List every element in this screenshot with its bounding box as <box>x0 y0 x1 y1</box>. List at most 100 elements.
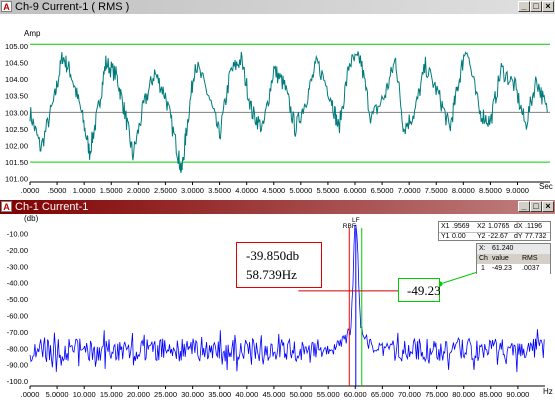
bottom-y-tick-label: -10.00 <box>7 229 28 238</box>
bottom-x-tick-label: 45.000 <box>262 390 285 399</box>
bottom-y-tick-label: -90.00 <box>7 361 28 370</box>
bottom-chart-window[interactable]: A Ch-1 Current-1 _ □ × (db) Hz -10.00 -20… <box>0 200 555 400</box>
dy-value: 77.732 <box>525 233 547 240</box>
top-x-tick-label: 8.0000 <box>452 186 475 195</box>
y2-value: -22.67 <box>488 233 508 240</box>
table-x-value: 61.240 <box>492 245 514 252</box>
bottom-window-title: Ch-1 Current-1 <box>15 201 89 213</box>
bottom-spectrum-chart[interactable]: (db) Hz -10.00 -20.00 -30.00 -40.00 -50.00 -6… <box>0 214 555 400</box>
cursor-value-table[interactable]: X: 61.240 Ch value RMS 1 -49.23 .0037 <box>476 243 551 274</box>
table-cell-value: -49.23 <box>492 265 512 272</box>
dx-label: dX <box>514 223 523 230</box>
top-x-tick-label: 4.0000 <box>235 186 258 195</box>
bottom-y-tick-label: -50.00 <box>7 295 28 304</box>
bottom-x-tick-label: 5.0000 <box>46 390 69 399</box>
bottom-x-tick-label: 85.000 <box>479 390 502 399</box>
app-icon[interactable]: A <box>1 201 12 212</box>
top-x-tick-label: .5000 <box>48 186 67 195</box>
bottom-x-tick-label: 80.000 <box>452 390 475 399</box>
bottom-x-axis-label: Hz <box>543 387 553 396</box>
bottom-x-tick-label: 90.000 <box>506 390 529 399</box>
top-y-tick-label: 104.50 <box>5 59 28 68</box>
annotation-hz-value: 58.739Hz <box>246 267 297 282</box>
top-window-title: Ch-9 Current-1 ( RMS ) <box>15 1 130 13</box>
table-header-ch: Ch <box>479 255 488 262</box>
y1-label: Y1 <box>441 233 450 240</box>
maximize-button[interactable]: □ <box>530 1 542 12</box>
top-x-tick-label: 7.5000 <box>425 186 448 195</box>
bottom-y-tick-label: -70.00 <box>7 328 28 337</box>
top-x-tick-label: .0000 <box>21 186 40 195</box>
peak-annotation-box: -39.850db 58.739Hz <box>236 242 322 288</box>
top-x-tick-label: 7.0000 <box>398 186 421 195</box>
top-rms-chart[interactable]: Amp Sec 105.00 104.50 104.00 103.50 103.00 10… <box>0 14 555 200</box>
app-icon[interactable]: A <box>1 1 12 12</box>
dx-value: .1196 <box>525 223 542 230</box>
x1-label: X1 <box>441 223 450 230</box>
top-x-tick-label: 3.5000 <box>208 186 231 195</box>
bottom-x-tick-label: 20.000 <box>127 390 150 399</box>
bottom-y-tick-label: -80.00 <box>7 344 28 353</box>
table-cell-ch: 1 <box>481 265 485 272</box>
top-x-tick-label: 3.0000 <box>181 186 204 195</box>
top-y-tick-label: 103.00 <box>5 108 28 117</box>
top-window-titlebar[interactable]: A Ch-9 Current-1 ( RMS ) _ □ × <box>0 0 555 14</box>
top-x-tick-label: 1.0000 <box>73 186 96 195</box>
top-y-tick-label: 102.00 <box>5 142 28 151</box>
bottom-x-tick-label: 10.000 <box>73 390 96 399</box>
table-header-rms: RMS <box>522 255 538 262</box>
bottom-x-tick-label: 60.000 <box>344 390 367 399</box>
y2-label: Y2 <box>477 233 486 240</box>
bottom-y-tick-label: -60.00 <box>7 311 28 320</box>
callout-value: -49.23 <box>407 283 441 298</box>
top-y-tick-label: 101.50 <box>5 158 28 167</box>
top-y-tick-label: 102.50 <box>5 125 28 134</box>
top-x-axis-label: Sec <box>539 182 553 191</box>
bottom-x-tick-label: 25.000 <box>154 390 177 399</box>
top-x-tick-label: 9.0000 <box>506 186 529 195</box>
bottom-x-tick-label: 40.000 <box>235 390 258 399</box>
top-x-tick-label: 5.0000 <box>289 186 312 195</box>
bottom-x-tick-label: .0000 <box>21 390 40 399</box>
top-y-axis-label: Amp <box>24 29 41 38</box>
bottom-window-titlebar[interactable]: A Ch-1 Current-1 _ □ × <box>0 200 555 214</box>
bottom-y-tick-label: -40.00 <box>7 279 28 288</box>
bottom-y-axis-label: (db) <box>24 214 39 223</box>
cursor-value-callout: -49.23 <box>398 278 441 302</box>
top-chart-window[interactable]: A Ch-9 Current-1 ( RMS ) _ □ × Amp Sec 1… <box>0 0 555 200</box>
maximize-button[interactable]: □ <box>530 201 542 212</box>
cursor-readout-panel[interactable]: X1 .9569 X2 1.0765 dX .1196 Y1 0.00 Y2 -… <box>438 221 551 241</box>
bottom-x-tick-label: 65.000 <box>371 390 394 399</box>
minimize-button[interactable]: _ <box>518 201 530 212</box>
top-x-tick-label: 4.5000 <box>262 186 285 195</box>
top-x-tick-label: 6.0000 <box>344 186 367 195</box>
bottom-y-tick-label: -100.0 <box>7 377 28 386</box>
frequency-marker-label: LF <box>352 217 360 224</box>
top-x-tick-label: 5.5000 <box>316 186 339 195</box>
bottom-x-tick-label: 50.000 <box>290 390 313 399</box>
top-y-tick-label: 104.00 <box>5 75 28 84</box>
bottom-x-tick-label: 35.000 <box>208 390 231 399</box>
bottom-spectrum-trace <box>29 224 545 373</box>
close-button[interactable]: × <box>542 1 554 12</box>
annotation-db-value: -39.850db <box>246 248 300 263</box>
bottom-x-tick-label: 30.000 <box>181 390 204 399</box>
top-x-tick-label: 2.0000 <box>127 186 150 195</box>
bottom-x-tick-label: 75.000 <box>425 390 448 399</box>
x2-label: X2 <box>477 223 486 230</box>
bottom-y-tick-label: -20.00 <box>7 246 28 255</box>
x1-value: .9569 <box>452 223 470 230</box>
minimize-button[interactable]: _ <box>518 1 530 12</box>
bottom-x-tick-label: 55.000 <box>317 390 340 399</box>
close-button[interactable]: × <box>542 201 554 212</box>
top-x-tick-label: 8.5000 <box>479 186 502 195</box>
bottom-x-tick-label: 70.000 <box>398 390 421 399</box>
frequency-marker-label: RBF <box>343 223 356 230</box>
top-x-tick-label: 1.5000 <box>100 186 123 195</box>
y1-value: 0.00 <box>452 233 466 240</box>
dy-label: dY <box>514 233 523 240</box>
top-y-tick-label: 103.50 <box>5 92 28 101</box>
bottom-x-tick-label: 15.000 <box>100 390 123 399</box>
x2-value: 1.0765 <box>488 223 510 230</box>
bottom-y-tick-label: -30.00 <box>7 262 28 271</box>
